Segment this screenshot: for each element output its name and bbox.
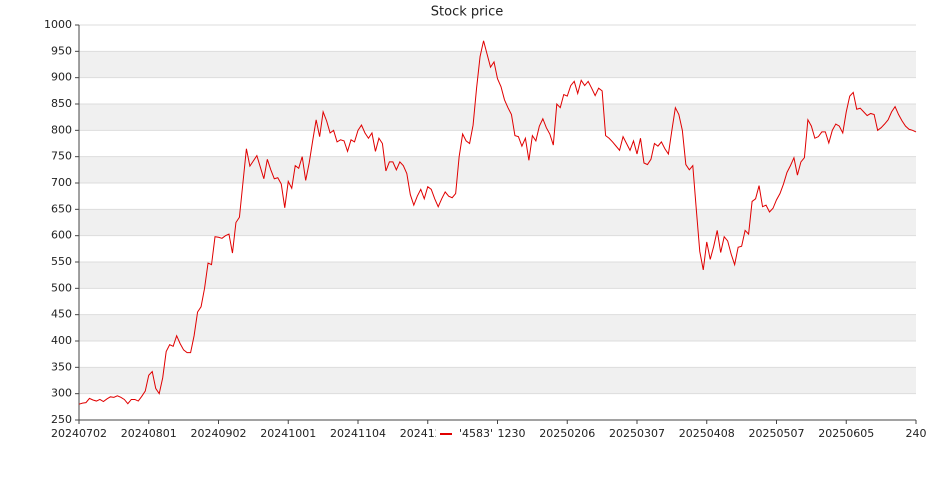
y-tick-label: 800 [51, 123, 72, 136]
x-tick-label: 20250605 [818, 427, 874, 440]
x-tick-label: 20241104 [330, 427, 386, 440]
y-tick-label: 700 [51, 176, 72, 189]
y-tick-label: 950 [51, 44, 72, 57]
x-tick-label: 20240902 [191, 427, 247, 440]
grid-band [79, 104, 916, 131]
grid-band [79, 314, 916, 341]
y-tick-label: 850 [51, 97, 72, 110]
y-tick-label: 500 [51, 281, 72, 294]
grid-band [79, 367, 916, 394]
x-tick-label: 20241001 [260, 427, 316, 440]
y-tick-label: 550 [51, 255, 72, 268]
y-tick-label: 900 [51, 71, 72, 84]
y-tick-label: 400 [51, 334, 72, 347]
y-tick-label: 350 [51, 360, 72, 373]
x-tick-label: 240 [906, 427, 927, 440]
grid-band [79, 51, 916, 78]
grid-band [79, 209, 916, 236]
y-tick-label: 750 [51, 150, 72, 163]
y-tick-label: 300 [51, 387, 72, 400]
y-tick-label: 650 [51, 202, 72, 215]
legend: '4583' [436, 426, 498, 442]
grid-band [79, 262, 916, 289]
x-tick-label: 20250206 [539, 427, 595, 440]
x-tick-label: 20240702 [51, 427, 107, 440]
x-tick-label: 20250507 [749, 427, 805, 440]
line-series [78, 40, 917, 405]
legend-label: '4583' [459, 427, 493, 440]
y-tick-label: 600 [51, 229, 72, 242]
legend-box [436, 426, 498, 442]
x-tick-label: 20240801 [121, 427, 177, 440]
x-tick-label: 20250408 [679, 427, 735, 440]
y-tick-label: 1000 [44, 18, 72, 31]
x-tick-label: 20250307 [609, 427, 665, 440]
y-tick-label: 450 [51, 308, 72, 321]
y-tick-label: 250 [51, 413, 72, 426]
grid-band [79, 156, 916, 183]
chart-title: Stock price [431, 5, 503, 20]
